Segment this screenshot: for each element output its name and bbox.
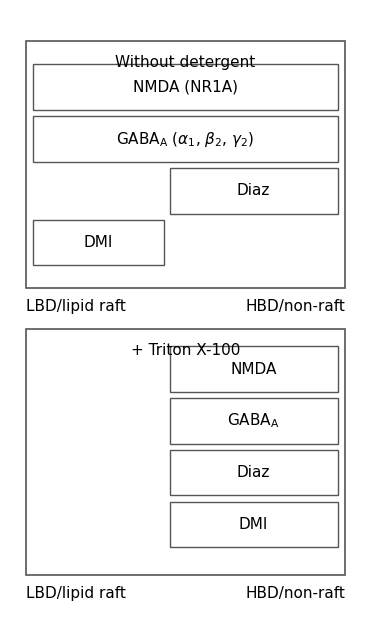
Text: DMI: DMI (239, 517, 268, 532)
Bar (33, 116, 338, 162)
Bar (170, 502, 338, 547)
Text: LBD/lipid raft: LBD/lipid raft (26, 586, 126, 602)
Bar (26, 41, 345, 288)
Text: NMDA: NMDA (230, 362, 277, 377)
Text: HBD/non-raft: HBD/non-raft (245, 299, 345, 314)
Bar (170, 346, 338, 392)
Text: Diaz: Diaz (237, 183, 270, 198)
Text: Diaz: Diaz (237, 465, 270, 480)
Bar (170, 450, 338, 495)
Bar (170, 398, 338, 444)
Text: HBD/non-raft: HBD/non-raft (245, 586, 345, 602)
Text: LBD/lipid raft: LBD/lipid raft (26, 299, 126, 314)
Text: NMDA (NR1A): NMDA (NR1A) (133, 80, 238, 95)
Bar (33, 64, 338, 110)
Text: GABA$_\mathsf{A}$: GABA$_\mathsf{A}$ (227, 411, 280, 430)
Text: + Triton X-100: + Triton X-100 (131, 343, 240, 358)
Bar (33, 220, 164, 265)
Text: DMI: DMI (84, 235, 113, 250)
Bar (26, 329, 345, 575)
Text: GABA$_\mathsf{A}$ ($\alpha_1$, $\beta_2$, $\gamma_2$): GABA$_\mathsf{A}$ ($\alpha_1$, $\beta_2$… (116, 130, 254, 149)
Bar (170, 168, 338, 214)
Text: Without detergent: Without detergent (115, 55, 255, 70)
